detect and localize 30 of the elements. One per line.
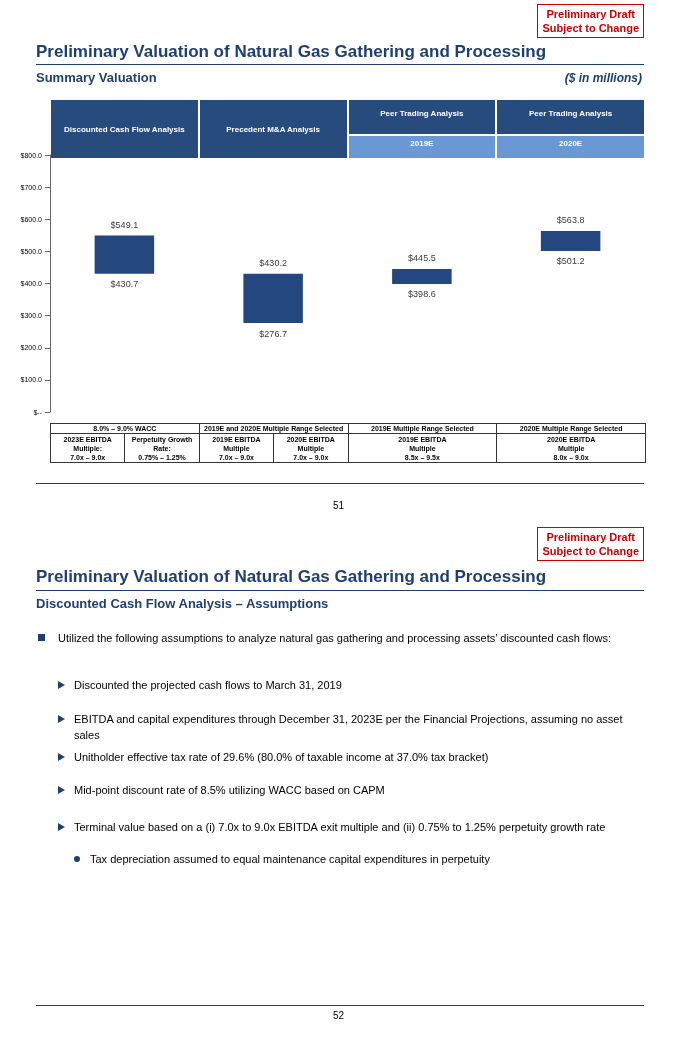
text: Preliminary Draft Subject to Change	[537, 527, 644, 561]
annotation: $398.6	[408, 289, 436, 300]
bar	[540, 230, 601, 251]
text: Terminal value based on a (i) 7.0x to 9.0x EBITDA exit multiple and (ii) 0.75% to 1.25% perpetuity growth rate	[74, 820, 607, 835]
bar	[94, 235, 155, 274]
text: Discounted the projected cash flows to March 31, 2019	[74, 678, 343, 693]
text: Mid-point discount rate of 8.5% utilizing WACC based on CAPM	[74, 783, 386, 798]
text: ($ in millions)	[564, 71, 642, 85]
text: Discounted Cash Flow Analysis – Assumptions	[36, 596, 329, 611]
text: Tax depreciation assumed to equal maintenance capital expenditures in perpetuity	[90, 852, 491, 867]
text: 52	[333, 1010, 345, 1021]
text: EBITDA and capital expenditures through December 31, 2023E per the Financial Projections, assuming no asset sales	[74, 712, 624, 743]
text: Utilized the following assumptions to analyze natural gas gathering and processing assets’ discounted cash flows:	[58, 631, 612, 646]
text: Unitholder effective tax rate of 29.6% (80.0% of taxable income at 37.0% tax bracket)	[74, 750, 490, 765]
annotation: $430.2	[259, 258, 287, 269]
category-label: Peer Trading Analysis 2020E	[528, 109, 613, 148]
bar	[243, 273, 303, 324]
bar	[392, 268, 452, 284]
annotation: $445.5	[408, 253, 436, 264]
annotation: $549.1	[110, 220, 139, 231]
text: Preliminary Valuation of Natural Gas Gathering and Processing	[36, 567, 547, 587]
annotation: $276.7	[259, 328, 287, 339]
category-label: Peer Trading Analysis 2019E	[380, 109, 464, 148]
annotation: $430.7	[110, 279, 139, 290]
chart-subtitle: Summary Valuation	[36, 70, 157, 85]
chart-title: Preliminary Valuation of Natural Gas Gathering and Processing	[36, 42, 547, 62]
text: 51	[333, 500, 345, 511]
annotation: $563.8	[556, 215, 585, 226]
text: Preliminary Draft Subject to Change	[537, 4, 644, 38]
annotation: $501.2	[556, 256, 585, 267]
